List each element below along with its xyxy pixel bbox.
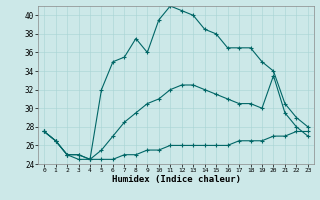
X-axis label: Humidex (Indice chaleur): Humidex (Indice chaleur) bbox=[111, 175, 241, 184]
